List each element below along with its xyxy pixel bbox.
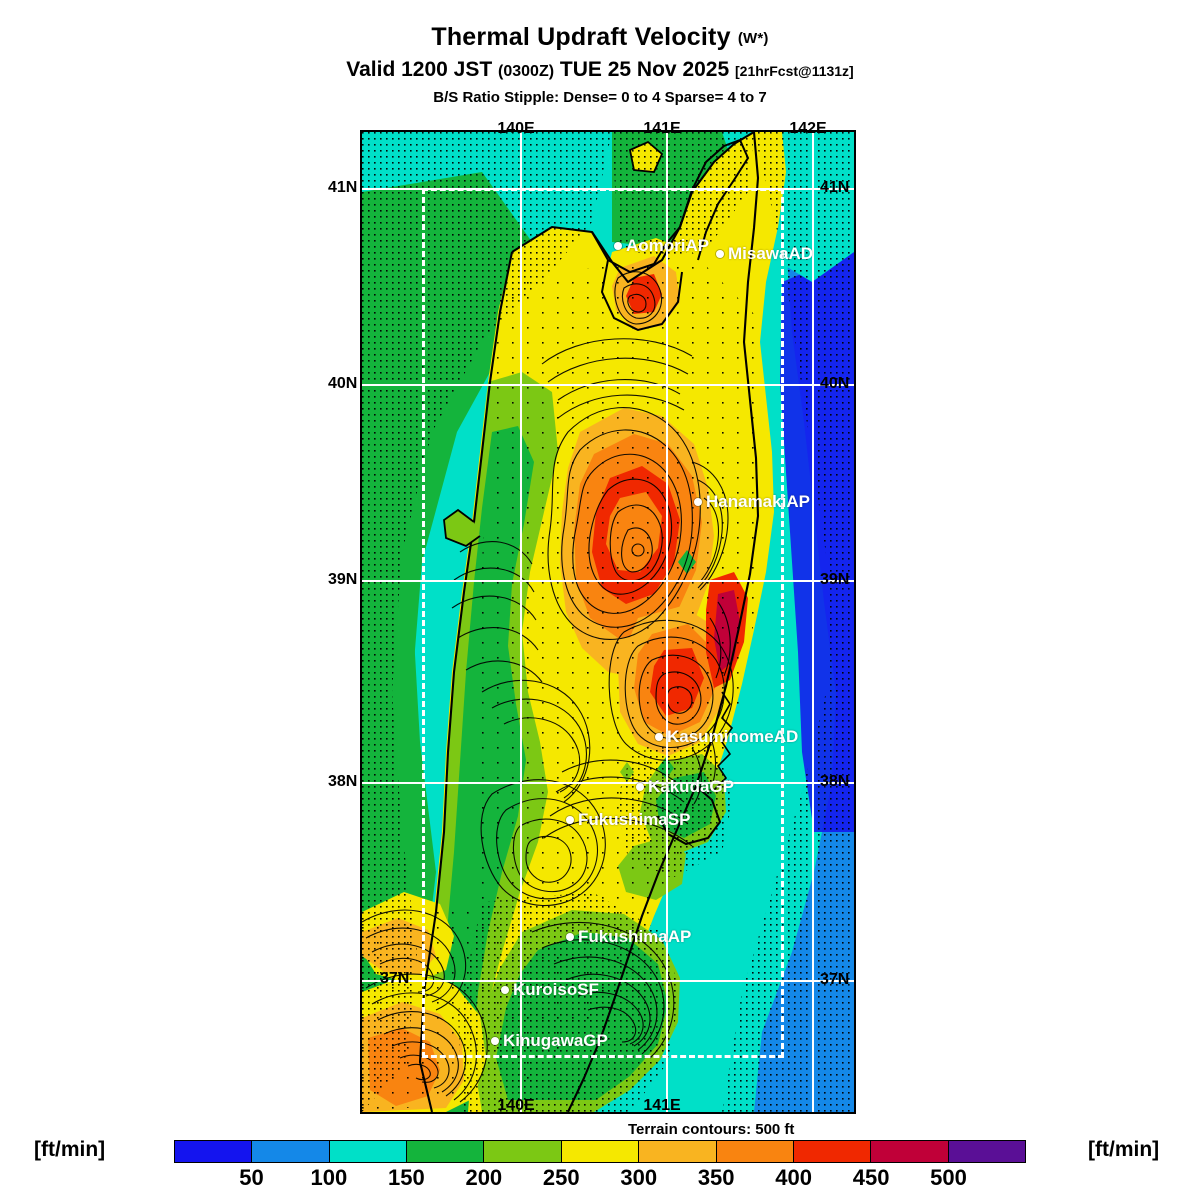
colorbar-segment-8 (793, 1141, 872, 1162)
header-block: Thermal Updraft Velocity (W*) Valid 1200… (0, 22, 1200, 109)
lat-label-right-37n: 37N (820, 971, 850, 988)
map-border (360, 130, 856, 1114)
colorbar-segment-4 (484, 1141, 562, 1162)
gridline-lat-37 (362, 980, 854, 982)
station-fukushimaap[interactable]: FukushimaAP (566, 927, 691, 947)
gridline-lat-39 (362, 580, 854, 582)
station-dot-icon (501, 986, 509, 994)
station-kinugawagp[interactable]: KinugawaGP (491, 1031, 608, 1051)
lat-label-right-38n: 38N (820, 773, 850, 790)
colorbar-tick-350: 350 (697, 1165, 735, 1190)
station-dot-icon (614, 242, 622, 250)
colorbar-segment-1 (252, 1141, 330, 1162)
gridline-lon-142 (812, 132, 814, 1112)
station-label: KinugawaGP (503, 1031, 608, 1050)
valid-prefix: Valid 1200 JST (346, 58, 493, 81)
colorbar-tick-400: 400 (775, 1165, 812, 1190)
colorbar-segment-7 (716, 1141, 794, 1162)
station-kakudagp[interactable]: KakudaGP (636, 777, 734, 797)
valid-date: TUE 25 Nov 2025 (559, 58, 730, 81)
lat-label-right-40n: 40N (820, 375, 850, 392)
terrain-contour-note: Terrain contours: 500 ft (628, 1121, 795, 1138)
page-title: Thermal Updraft Velocity (W*) (0, 22, 1200, 54)
colorbar-segment-2 (329, 1141, 408, 1162)
station-label: FukushimaAP (578, 927, 692, 946)
colorbar-tick-150: 150 (388, 1165, 425, 1190)
lat-label-right-39n: 39N (820, 571, 850, 588)
inmap-label-37n: 37N (380, 970, 410, 987)
station-dot-icon (491, 1037, 499, 1045)
lat-label-left-39n: 39N (328, 571, 358, 588)
colorbar-ticklabels: 50 100 150 200 250 300 350 400 450 500 (174, 1165, 1026, 1193)
colorbar-tick-250: 250 (542, 1165, 580, 1190)
station-dot-icon (636, 783, 644, 791)
colorbar-unit-left: [ft/min] (34, 1138, 106, 1161)
colorbar-unit-right: [ft/min] (1088, 1138, 1160, 1161)
title-superscript: (W*) (737, 30, 769, 47)
station-label: KakudaGP (648, 777, 734, 796)
lat-label-left-38n: 38N (328, 773, 358, 790)
title-text: Thermal Updraft Velocity (431, 23, 731, 51)
station-label: FukushimaSP (578, 810, 691, 829)
valid-utc: (0300Z) (498, 63, 555, 80)
station-label: MisawaAD (728, 244, 814, 263)
station-dot-icon (566, 816, 574, 824)
station-label: AomoriAP (626, 236, 710, 255)
inner-domain-boundary (422, 188, 784, 1058)
forecast-map[interactable]: 37N (360, 130, 856, 1114)
colorbar-tick-200: 200 (465, 1165, 503, 1190)
lat-label-right-41n: 41N (820, 179, 850, 196)
colorbar-segment-5 (561, 1141, 640, 1162)
colorbar-swatches (174, 1140, 1026, 1163)
station-label: KuroisoSF (513, 980, 599, 999)
colorbar-segment-9 (871, 1141, 949, 1162)
station-dot-icon (716, 250, 724, 258)
forecast-tag: [21hrFcst@1131z] (735, 63, 854, 79)
station-misawaad[interactable]: MisawaAD (716, 244, 813, 264)
station-label: KasuminomeAD (667, 727, 799, 746)
map-canvas: 37N (362, 132, 854, 1112)
station-fukushimasp[interactable]: FukushimaSP (566, 810, 690, 830)
lon-label-top-141e: 141E (643, 120, 681, 137)
colorbar-tick-300: 300 (620, 1165, 658, 1190)
stipple-note: B/S Ratio Stipple: Dense= 0 to 4 Sparse=… (433, 89, 767, 106)
lon-label-top-140e: 140E (497, 120, 535, 137)
station-dot-icon (655, 733, 663, 741)
gridline-lat-38 (362, 782, 854, 784)
lat-label-left-41n: 41N (328, 179, 358, 196)
colorbar-tick-50: 50 (239, 1165, 264, 1190)
station-dot-icon (566, 933, 574, 941)
lon-label-bottom-140e: 140E (497, 1097, 535, 1114)
lon-label-bottom-141e: 141E (643, 1097, 681, 1114)
colorbar[interactable]: [ft/min] [ft/min] 50 100 150 200 250 300 350 40… (0, 1138, 1200, 1196)
colorbar-tick-450: 450 (852, 1165, 890, 1190)
gridline-lon-140 (520, 132, 522, 1112)
colorbar-tick-100: 100 (310, 1165, 348, 1190)
station-kasuminomead[interactable]: KasuminomeAD (655, 727, 798, 747)
gridline-lon-141 (666, 132, 668, 1112)
lat-label-left-40n: 40N (328, 375, 358, 392)
station-label: HanamakiAP (706, 492, 810, 511)
station-dot-icon (694, 498, 702, 506)
station-aomoriap[interactable]: AomoriAP (614, 236, 709, 256)
colorbar-segment-10 (948, 1141, 1025, 1162)
valid-time-line: Valid 1200 JST (0300Z) TUE 25 Nov 2025 [… (0, 56, 1200, 86)
gridline-lat-40 (362, 384, 854, 386)
lon-label-top-142e: 142E (789, 120, 827, 137)
colorbar-segment-3 (407, 1141, 485, 1162)
station-kuroisosf[interactable]: KuroisoSF (501, 980, 599, 1000)
colorbar-segment-6 (639, 1141, 717, 1162)
station-hanamakiap[interactable]: HanamakiAP (694, 492, 810, 512)
colorbar-tick-500: 500 (930, 1165, 967, 1190)
colorbar-segment-0 (175, 1141, 253, 1162)
